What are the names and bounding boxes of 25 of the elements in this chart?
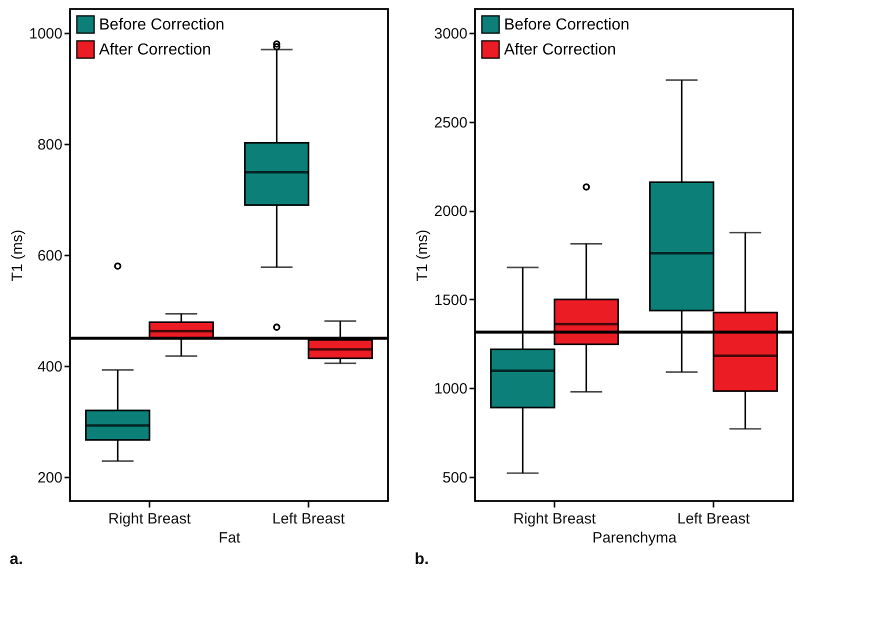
- y-tick-label: 800: [37, 136, 62, 154]
- y-axis-title: T1 (ms): [414, 230, 432, 282]
- y-tick-label: 2500: [434, 114, 468, 132]
- y-axis-title: T1 (ms): [9, 230, 26, 282]
- x-tick-label: Left Breast: [677, 510, 751, 528]
- text: a.: [10, 551, 23, 568]
- x-tick-label: Right Breast: [513, 510, 597, 528]
- y-tick-label: 1500: [434, 292, 468, 309]
- y-tick-label: 400: [37, 358, 62, 376]
- x-axis-title: Parenchyma: [592, 530, 678, 546]
- y-tick-label: 200: [37, 470, 62, 487]
- y-tick-label: 1000: [434, 380, 468, 398]
- x-axis-title: Fat: [218, 530, 242, 546]
- y-tick-label: 500: [442, 470, 468, 487]
- y-tick-label: 1000: [29, 25, 62, 42]
- x-tick-label: Right Breast: [108, 510, 192, 528]
- legend-label: Before Correction: [504, 16, 630, 34]
- y-tick-label: 2000: [434, 203, 468, 220]
- legend-label: After Correction: [504, 42, 616, 58]
- y-tick-label: 3000: [434, 25, 468, 42]
- text: b.: [414, 551, 429, 568]
- legend-label: Before Correction: [99, 16, 224, 34]
- y-tick-label: 600: [37, 248, 62, 264]
- x-tick-label: Left Breast: [272, 510, 346, 528]
- legend-label: After Correction: [99, 42, 212, 58]
